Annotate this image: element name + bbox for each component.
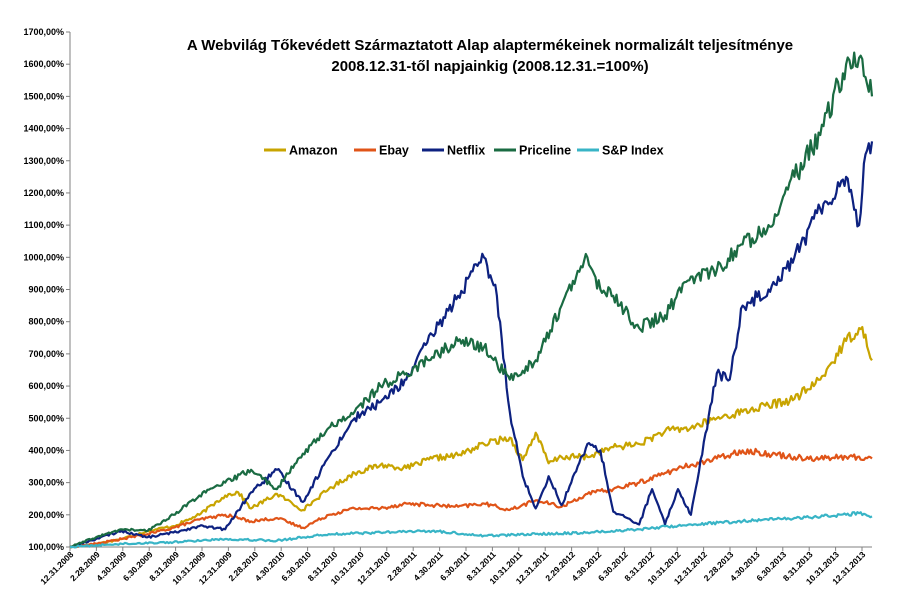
legend-label: Ebay xyxy=(379,144,409,158)
x-axis-ticks: 12.31.20082.28.20094.30.20096.30.20098.3… xyxy=(38,547,868,586)
series-line-ebay xyxy=(69,447,873,549)
y-tick-label: 300,00% xyxy=(28,478,64,488)
x-tick-label: 12.31.2008 xyxy=(38,549,75,586)
legend-label: S&P Index xyxy=(602,144,664,158)
y-tick-label: 100,00% xyxy=(28,542,64,552)
y-tick-label: 1400,00% xyxy=(23,124,64,134)
y-tick-label: 1100,00% xyxy=(24,220,64,230)
series-lines xyxy=(69,51,874,549)
y-axis-ticks: 100,00% 200,00% 300,00% 400,00% 500,00% 600,0… xyxy=(23,27,70,552)
legend-label: Amazon xyxy=(289,144,338,158)
y-tick-label: 1200,00% xyxy=(23,188,64,198)
chart-title-line1: A Webvilág Tőkevédett Származtatott Alap… xyxy=(187,37,793,54)
chart-title-line2: 2008.12.31-től napjainkig (2008.12.31.=1… xyxy=(331,58,648,75)
series-line-amazon xyxy=(69,326,873,549)
y-tick-label: 200,00% xyxy=(28,510,64,520)
series-line-s-p-index xyxy=(69,511,873,549)
y-tick-label: 800,00% xyxy=(28,317,64,327)
y-tick-label: 1500,00% xyxy=(23,91,64,101)
chart-legend: Amazon Ebay Netflix Priceline S&P Index xyxy=(264,144,664,158)
y-tick-label: 1600,00% xyxy=(23,59,64,69)
y-tick-label: 500,00% xyxy=(28,413,64,423)
series-line-priceline xyxy=(69,51,874,549)
y-tick-label: 400,00% xyxy=(28,445,64,455)
y-tick-label: 600,00% xyxy=(28,381,64,391)
legend-label: Netflix xyxy=(447,144,485,158)
y-tick-label: 1700,00% xyxy=(23,27,64,37)
y-tick-label: 900,00% xyxy=(28,285,64,295)
legend-label: Priceline xyxy=(519,144,571,158)
series-line-netflix xyxy=(69,141,874,549)
y-tick-label: 1300,00% xyxy=(23,156,64,166)
y-tick-label: 1000,00% xyxy=(23,252,64,262)
y-tick-label: 700,00% xyxy=(28,349,64,359)
